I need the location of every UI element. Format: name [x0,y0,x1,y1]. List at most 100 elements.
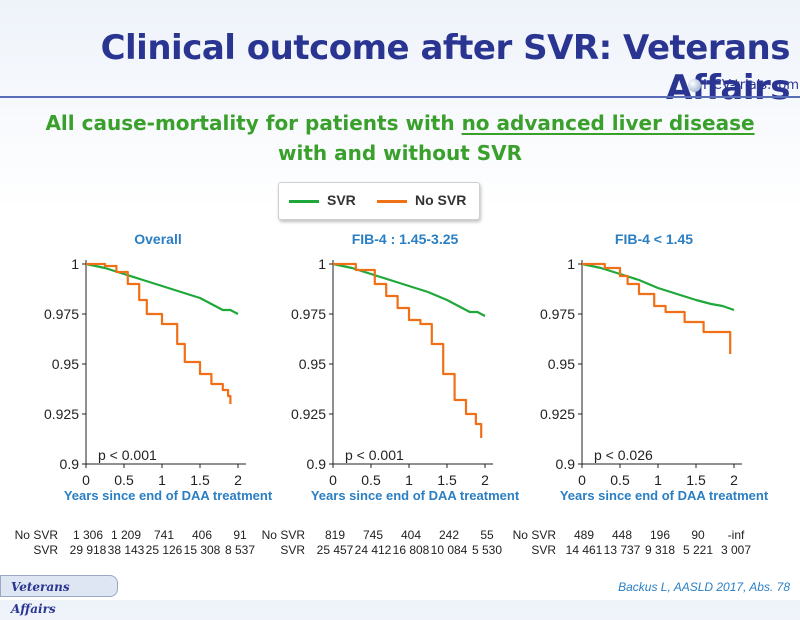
risk-value-no-svr: 91 [233,528,247,542]
y-tick-label: 0.925 [44,406,79,422]
x-tick-label: 1.5 [437,472,457,488]
risk-value-no-svr: 1 209 [110,528,142,542]
subtitle-underlined: no advanced liver disease [461,111,755,135]
y-tick-label: 0.9 [60,456,80,472]
y-tick-label: 0.95 [299,356,326,372]
x-tick-label: 0 [82,472,90,488]
y-tick-label: 1 [71,256,79,272]
y-tick-label: 0.95 [548,356,575,372]
chart-panel-1: FIB-4 : 1.45-3.25 1 0.975 0.95 0.925 0.90 0.5 1… [291,231,520,503]
p-value-annotation: p < 0.001 [345,447,404,463]
risk-value-svr: 38 143 [107,543,145,557]
subtitle-line-2: with and without SVR [277,141,523,165]
y-tick-label: 0.95 [52,356,79,372]
logo-text: HCV-trials.com [703,78,799,93]
svr-curve [581,262,735,312]
risk-value-no-svr: 489 [573,528,595,542]
x-axis-label: Years since end of DAA treatment [560,488,769,503]
risk-value-no-svr: -inf [727,528,745,542]
risk-value-no-svr: 1 306 [72,528,104,542]
risk-label-no-svr: No SVR [14,528,58,542]
panel-title: Overall [134,231,181,247]
risk-label-no-svr: No SVR [261,528,305,542]
risk-value-no-svr: 745 [362,528,384,542]
x-tick-label: 1 [654,472,662,488]
x-tick-label: 0.5 [610,472,630,488]
y-tick-label: 1 [567,256,575,272]
x-tick-label: 0 [578,472,586,488]
risk-value-svr: 13 737 [603,543,641,557]
x-axis-label: Years since end of DAA treatment [311,488,520,503]
panel-title: FIB-4 : 1.45-3.25 [352,231,459,247]
risk-value-no-svr: 741 [153,528,175,542]
risk-value-no-svr: 55 [480,528,494,542]
risk-value-svr: 3 007 [720,543,752,557]
subtitle-prefix: All cause-mortality for patients with [45,111,462,135]
slide-subtitle: All cause-mortality for patients with no… [0,108,800,168]
y-tick-label: 0.925 [540,406,575,422]
svr-curve [332,262,486,317]
legend-no-svr-swatch [377,200,407,203]
no-svr-curve [333,262,483,438]
risk-value-svr: 25 126 [145,543,183,557]
legend-svr-swatch [289,200,319,203]
x-tick-label: 1 [405,472,413,488]
risk-value-no-svr: 819 [324,528,346,542]
risk-label-no-svr: No SVR [512,528,556,542]
risk-label-svr: SVR [531,543,556,557]
risk-value-svr: 5 530 [471,543,503,557]
risk-value-no-svr: 196 [649,528,671,542]
p-value-annotation: p < 0.001 [98,447,157,463]
risk-value-svr: 5 221 [682,543,714,557]
x-tick-label: 2 [481,472,489,488]
y-tick-label: 0.975 [44,306,79,322]
risk-value-svr: 29 918 [69,543,107,557]
y-tick-label: 0.9 [307,456,327,472]
x-tick-label: 1.5 [686,472,706,488]
y-tick-label: 0.925 [291,406,326,422]
risk-value-svr: 10 084 [430,543,468,557]
globe-icon [688,79,701,92]
risk-value-svr: 14 461 [565,543,603,557]
subtitle-line-1: All cause-mortality for patients with no… [0,108,800,138]
x-tick-label: 2 [234,472,242,488]
veterans-affairs-badge: Veterans Affairs [0,575,118,616]
chart-legend: SVR No SVR [278,182,480,220]
risk-value-no-svr: 242 [438,528,460,542]
risk-value-svr: 24 412 [354,543,392,557]
x-tick-label: 1 [158,472,166,488]
risk-value-svr: 8 537 [224,543,256,557]
legend-no-svr-label: No SVR [415,192,467,208]
y-tick-label: 0.975 [540,306,575,322]
legend-svr-label: SVR [327,192,356,208]
y-tick-label: 0.9 [556,456,576,472]
x-tick-label: 0.5 [361,472,381,488]
x-axis-label: Years since end of DAA treatment [64,488,273,503]
risk-value-svr: 15 308 [183,543,221,557]
x-tick-label: 2 [730,472,738,488]
slide-title: Clinical outcome after SVR: Veterans Aff… [100,28,791,108]
risk-value-no-svr: 90 [691,528,705,542]
title-divider [0,96,800,98]
x-tick-label: 1.5 [190,472,210,488]
svr-curve [85,262,239,315]
risk-value-svr: 9 318 [644,543,676,557]
risk-value-no-svr: 448 [611,528,633,542]
hcv-trials-logo: HCV-trials.com [688,78,799,93]
y-tick-label: 1 [318,256,326,272]
x-tick-label: 0 [329,472,337,488]
risk-value-no-svr: 404 [400,528,422,542]
no-svr-curve [86,262,232,404]
p-value-annotation: p < 0.026 [594,447,653,463]
risk-value-svr: 25 457 [316,543,354,557]
y-tick-label: 0.975 [291,306,326,322]
risk-value-no-svr: 406 [191,528,213,542]
risk-label-svr: SVR [33,543,58,557]
chart-panel-0: Overall 1 0.975 0.95 0.925 0.90 0.5 1 1.5 2Years … [44,231,273,503]
risk-label-svr: SVR [280,543,305,557]
reference-citation: Backus L, AASLD 2017, Abs. 78 [618,580,790,594]
risk-value-svr: 16 808 [392,543,430,557]
no-svr-curve [582,262,732,354]
x-tick-label: 0.5 [114,472,134,488]
